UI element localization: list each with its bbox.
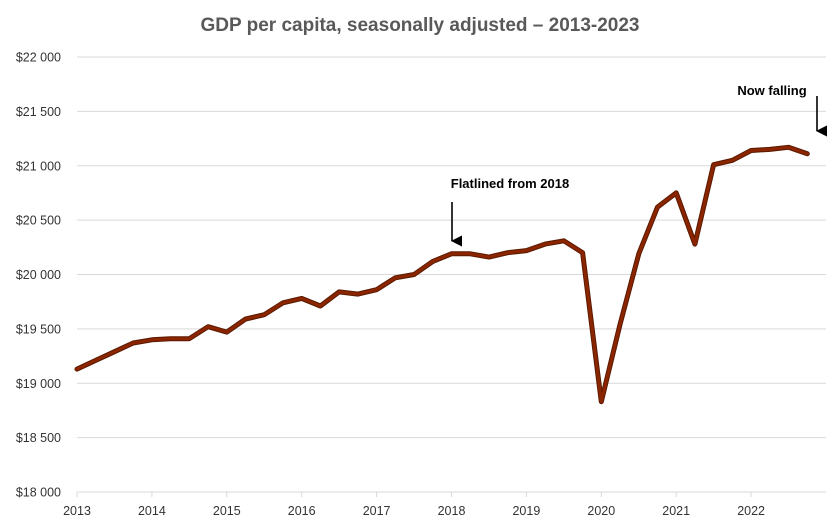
y-axis-tick-labels: $18 000 $18 500 $19 000 $19 500 $20 000 $20 5… — [16, 51, 61, 500]
y-tick-label: $19 000 — [16, 377, 61, 391]
y-tick-label: $20 500 — [16, 214, 61, 228]
y-tick-label: $20 000 — [16, 268, 61, 282]
series-layer — [74, 144, 810, 405]
y-tick-label: $21 000 — [16, 159, 61, 173]
annotation-label: Flatlined from 2018 — [451, 176, 569, 191]
x-tick-label: 2016 — [288, 504, 316, 518]
chart-title: GDP per capita, seasonally adjusted – 20… — [201, 15, 640, 36]
x-axis-tick-labels: 2013 2014 2015 2016 2017 2018 2019 2020 2021 2022 — [63, 504, 765, 518]
x-tick-label: 2013 — [63, 504, 91, 518]
x-tick-label: 2017 — [363, 504, 391, 518]
x-tick-label: 2015 — [213, 504, 241, 518]
y-tick-label: $21 500 — [16, 105, 61, 119]
y-tick-label: $22 000 — [16, 51, 61, 65]
x-tick-label: 2018 — [438, 504, 466, 518]
x-tick-label: 2022 — [737, 504, 765, 518]
x-tick-label: 2019 — [512, 504, 540, 518]
x-tick-label: 2021 — [662, 504, 690, 518]
x-tick-label: 2014 — [138, 504, 166, 518]
gdp-series-line — [75, 145, 809, 404]
gridlines — [76, 56, 826, 497]
annotations: Flatlined from 2018 Now falling — [451, 83, 828, 247]
y-tick-label: $18 500 — [16, 431, 61, 445]
x-tick-label: 2020 — [587, 504, 615, 518]
y-tick-label: $18 000 — [16, 486, 61, 500]
y-tick-label: $19 500 — [16, 322, 61, 336]
annotation-label: Now falling — [737, 83, 806, 98]
